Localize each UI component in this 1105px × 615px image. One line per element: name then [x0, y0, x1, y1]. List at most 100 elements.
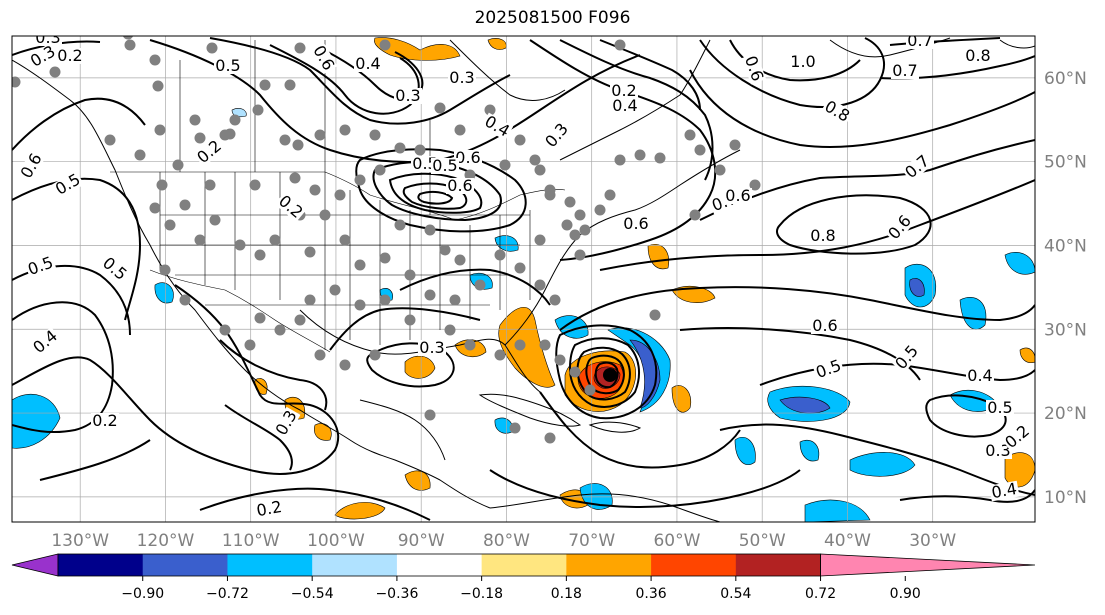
station-marker [561, 219, 573, 231]
colorbar-segment [396, 554, 483, 576]
station-marker [369, 349, 381, 361]
colorbar-tick-label: −0.90 [121, 586, 164, 602]
contour-line [689, 69, 1035, 149]
map-plot-area: 0.3 0.5 0.6 0.40.30.2 0.5 0.60.20.50.40.50.30… [12, 31, 1035, 522]
contour-label: 0.3 [34, 36, 62, 47]
shaded-fields [12, 37, 1035, 522]
station-marker [234, 239, 246, 251]
svg-text:0.6: 0.6 [455, 148, 480, 167]
svg-text:0.8: 0.8 [965, 46, 990, 65]
latitude-tick-label: 30°N [1044, 320, 1087, 340]
station-marker [339, 124, 351, 136]
colorbar-tick-label: 0.54 [720, 586, 751, 602]
station-marker [249, 179, 261, 191]
coastline-yucatan [359, 399, 446, 461]
station-marker [689, 209, 701, 221]
contour-label: 0.6 [446, 176, 474, 195]
station-marker [294, 314, 306, 326]
svg-text:0.6: 0.6 [725, 186, 750, 205]
station-marker [122, 36, 134, 40]
svg-text:0.3: 0.3 [985, 441, 1010, 460]
station-marker [464, 339, 476, 351]
station-marker [484, 104, 496, 116]
station-marker [394, 142, 406, 154]
svg-text:0.3: 0.3 [449, 68, 474, 87]
colorbar-tick-label: −0.54 [291, 586, 334, 602]
station-marker [292, 139, 304, 151]
contour-label: 0.2 [91, 411, 119, 430]
station-marker [274, 324, 286, 336]
colorbar-tick-label: 0.90 [890, 586, 921, 602]
coastline-iceland [999, 39, 1035, 49]
station-marker [354, 259, 366, 271]
station-marker [509, 422, 521, 434]
contour-line [899, 489, 1035, 503]
contour-line [925, 394, 1007, 438]
station-marker [339, 359, 351, 371]
station-marker [569, 366, 581, 378]
station-marker [229, 114, 241, 126]
longitude-labels: 130°W 120°W 110°W 100°W 90°W 80°W 70°W 60°W 50°W… [51, 531, 956, 551]
contour-line [12, 284, 340, 475]
station-marker [329, 284, 341, 296]
station-marker [494, 349, 506, 361]
contour-label: 0.3 [456, 36, 484, 40]
colorbar-segment [481, 554, 567, 576]
latitude-tick-label: 50°N [1044, 153, 1087, 173]
colorbar-segment [142, 554, 228, 576]
svg-text:0.4: 0.4 [990, 479, 1018, 502]
station-marker [414, 144, 426, 156]
station-marker [499, 159, 511, 171]
coastline-south-america [489, 493, 721, 522]
cold-anomaly-pacific [154, 282, 174, 304]
cold-anomaly-south4 [799, 440, 820, 462]
station-marker [244, 339, 256, 351]
contour-label: 0.6 [811, 316, 839, 335]
svg-text:0.5: 0.5 [215, 56, 240, 75]
station-marker [594, 204, 606, 216]
contour-line [199, 487, 431, 521]
station-marker [12, 76, 21, 88]
station-marker [404, 314, 416, 326]
contour-label: 0.5 [986, 398, 1014, 417]
station-marker [394, 219, 406, 231]
svg-text:0.5: 0.5 [432, 156, 457, 175]
contour-label: 0.5 [214, 56, 242, 75]
warm-anomaly-east2 [1019, 347, 1035, 363]
longitude-tick-label: 130°W [51, 531, 109, 551]
warm-anomaly-caribbean [334, 502, 386, 520]
longitude-tick-label: 100°W [307, 531, 365, 551]
contour-line [559, 39, 714, 181]
station-marker [424, 224, 436, 236]
warm-anomaly-atlantic2 [647, 244, 670, 270]
contour-line [224, 404, 293, 471]
warm-anomaly-caribbean2 [404, 470, 431, 491]
station-marker [604, 189, 616, 201]
station-marker [424, 289, 436, 301]
station-marker [534, 164, 546, 176]
contour-line [729, 39, 861, 82]
station-marker [514, 339, 526, 351]
contour-line [219, 339, 328, 411]
svg-text:0.6: 0.6 [447, 176, 472, 195]
station-marker [729, 139, 741, 151]
coastline-cuba [478, 393, 582, 427]
station-marker [104, 134, 116, 146]
colorbar-segment [227, 554, 313, 576]
station-marker [544, 189, 556, 201]
station-marker [179, 294, 191, 306]
svg-text:0.3: 0.3 [395, 86, 420, 105]
colorbar-segment [312, 554, 398, 576]
contour-line [889, 37, 1001, 46]
station-marker [269, 234, 281, 246]
map-title: 2025081500 F096 [474, 8, 631, 28]
contour-line [12, 97, 146, 151]
cold-anomaly-south1 [804, 499, 871, 522]
svg-text:0.7: 0.7 [907, 31, 932, 50]
contour-label: 0.7 [906, 31, 934, 50]
contour-line [539, 391, 741, 469]
station-marker [149, 54, 161, 66]
station-marker [529, 154, 541, 166]
station-marker [514, 134, 526, 146]
station-marker [189, 114, 201, 126]
